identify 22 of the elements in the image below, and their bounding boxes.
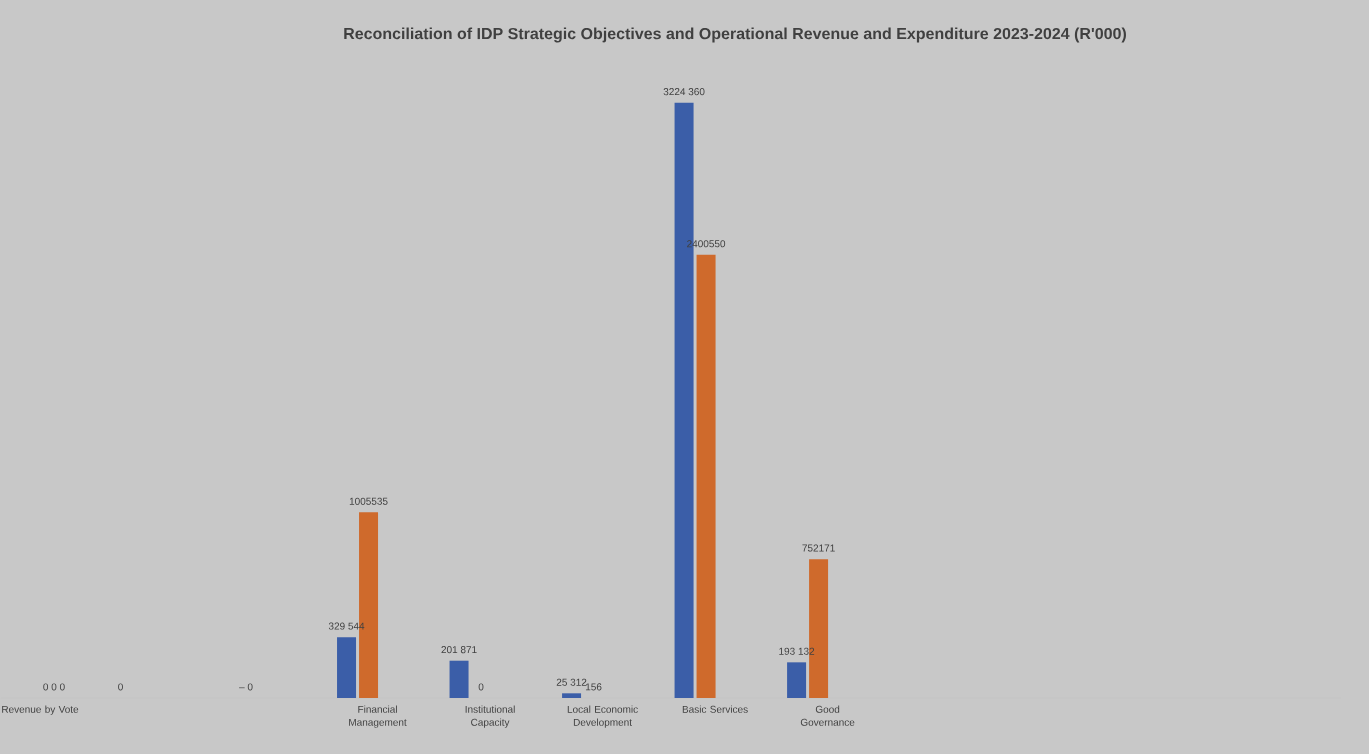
bar [562,693,582,698]
annotation: 0 [118,683,123,691]
data-label: 3224 360 [663,88,705,96]
bar [787,662,807,698]
x-tick-label: Local Economic Development [567,705,638,728]
annotation: – 0 [239,683,253,691]
data-label: 752171 [802,544,835,552]
bar [449,660,469,698]
bar [337,637,357,698]
x-tick-label: Financial Management [349,705,407,728]
x-tick-label: Basic Services [682,705,748,713]
bar [696,254,716,698]
data-label: 201 871 [441,646,477,654]
data-label: 25 312 [556,678,587,686]
annotation: 0 0 0 [43,683,65,691]
x-tick-label: Revenue by Vote [2,705,79,715]
data-label: 1005535 [349,497,388,505]
x-tick-label: Good Governance [800,705,855,726]
x-tick-label: Institutional Capacity [465,705,515,728]
chart-title: Reconciliation of IDP Strategic Objectives and Operational Revenue and Expenditure 2023-2024 (R'000) [344,27,1126,43]
data-label: 156 [585,683,602,691]
annotation: 0 [478,683,484,691]
